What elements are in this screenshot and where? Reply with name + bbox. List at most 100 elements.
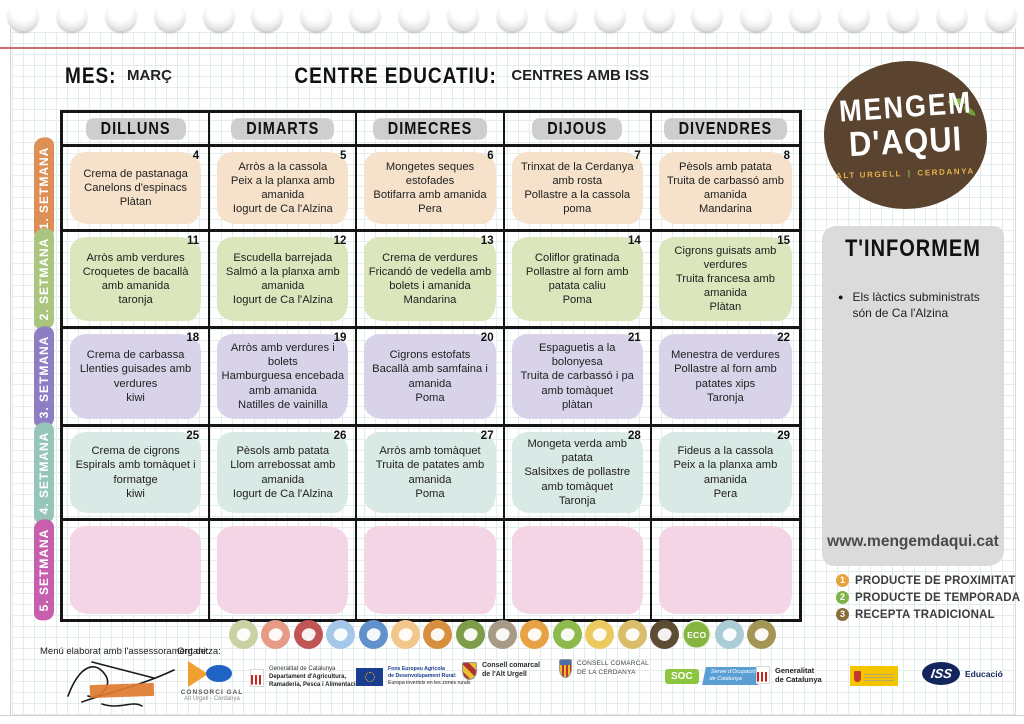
menu-item: Taronja (707, 391, 744, 404)
cerdanya-shield-icon (559, 659, 572, 678)
menu-item: Truita de carbassó amb amanida (666, 174, 784, 201)
icon-glyph (526, 625, 544, 644)
menu-cell: 22 Menestra de verdures Pollastre al forn … (652, 329, 799, 424)
week-label: 5. SETMANA (34, 519, 54, 621)
consell-cerdanya-logo: CONSELL COMARCAL DE LA CERDANYA (559, 659, 649, 678)
binding-ring (448, 1, 479, 31)
menu-item: Arròs amb verdures (86, 251, 185, 264)
day-header-cell: DIMARTS (210, 113, 358, 144)
binding-ring (839, 1, 870, 31)
menu-item: plàtan (561, 398, 593, 411)
info-bullet-text: Els làctics subministrats són de Ca l'Al… (852, 290, 980, 321)
binding-ring (692, 1, 723, 31)
menu-cell: 27 Arròs amb tomàquet Truita de patates am… (357, 427, 505, 518)
page-edge-left (10, 28, 11, 716)
menu-cell: 6 Mongetes seques estofades Botifarra amb … (357, 147, 505, 229)
menu-item: Plàtan (119, 196, 152, 209)
legend: 1 PRODUCTE DE PROXIMITAT 2 PRODUCTE DE TEMP… (836, 574, 1020, 625)
menu-item: Crema de carbassa (86, 349, 185, 362)
fish-icon (326, 620, 356, 649)
binding-ring (203, 1, 234, 31)
icon-glyph (299, 625, 317, 644)
generalitat-logo: Generalitat de Catalunya (756, 666, 822, 684)
legend-label: PRODUCTE DE TEMPORADA (855, 591, 1021, 604)
icon-glyph (493, 625, 512, 644)
menu-cell-background (217, 237, 349, 321)
menu-item: Plàtan (709, 301, 742, 314)
consorci-name: CONSORCI GAL (180, 689, 244, 696)
menu-cell-background (364, 152, 496, 224)
menu-item: Pera (418, 203, 442, 216)
day-number: 14 (628, 235, 641, 247)
alt-urgell-line2: de l'Alt Urgell (482, 671, 527, 678)
day-number: 26 (333, 430, 347, 442)
day-header-label: DIMARTS (231, 117, 335, 140)
menu-item: Iogurt de Ca l'Alzina (232, 203, 333, 216)
menu-items: Escudella barrejada Salmó a la planxa amb… (210, 232, 355, 326)
menu-item: Pollastre al forn amb patates xips (674, 363, 777, 390)
day-header-label: DIMECRES (372, 117, 488, 140)
menu-cell-background (70, 237, 202, 321)
day-number: 20 (480, 332, 494, 344)
icon-glyph (331, 625, 350, 644)
notebook-margin-line (0, 47, 1024, 49)
spain-crest-icon (854, 670, 861, 682)
menu-items: Arròs amb verdures i bolets Hamburguesa e… (210, 329, 355, 424)
menu-cell (357, 521, 505, 619)
menu-item: Crema de verdures (382, 251, 478, 264)
calendar-body: 1. SETMANA 4 Crema de pastanaga Canelons d'… (34, 137, 799, 621)
menu-items: Fideus a la cassola Peix a la planxa amb … (652, 427, 799, 518)
consorci-subname: Alt Urgell - Cerdanya (184, 696, 240, 702)
icon-glyph (590, 625, 609, 644)
legend-item: 3 RECEPTA TRADICIONAL (836, 608, 1020, 621)
menu-cell: 19 Arròs amb verdures i bolets Hamburguesa… (210, 329, 358, 424)
legend-number-badge: 1 (836, 574, 849, 587)
menu-cell: 7 Trinxat de la Cerdanya amb rosta Pollast… (505, 147, 652, 229)
menu-items: Arròs a la cassola Peix a la planxa amb a… (210, 147, 355, 229)
day-number: 18 (186, 332, 200, 344)
menu-item: poma (563, 203, 592, 216)
icon-glyph (364, 625, 382, 644)
menu-items: Arròs amb verdures Croquetes de bacallà a… (63, 232, 208, 326)
week-label: 1. SETMANA (34, 137, 54, 239)
binding-ring (741, 1, 772, 31)
menu-item: Truita de patates amb amanida (375, 459, 485, 486)
generalitat-senyera-icon (250, 668, 264, 687)
circle-icon (206, 665, 232, 682)
menu-item: Truita francesa amb amanida (675, 272, 775, 300)
binding-ring (350, 1, 381, 31)
day-number: 8 (783, 150, 790, 162)
soc-text: Servei d'Ocupació de Catalunya (701, 667, 763, 686)
day-header-cell: DIMECRES (357, 113, 505, 144)
menu-items: Crema de carbassa Llenties guisades amb v… (63, 329, 208, 424)
menu-items (210, 521, 355, 619)
eco-icon: ECO (682, 620, 712, 649)
menu-cell-background (511, 334, 643, 419)
icon-glyph (655, 625, 674, 644)
page-edge-right (1015, 28, 1016, 716)
menu-item: Poma (562, 294, 592, 307)
menu-cell-background (364, 432, 496, 513)
info-bullet: Els làctics subministrats són de Ca l'Al… (838, 289, 992, 321)
advisor-logo-box (89, 682, 155, 699)
menu-item: Espaguetis a la bolonyesa (538, 342, 616, 369)
binding-ring (594, 1, 625, 31)
alt-urgell-line1: Consell comarcal (482, 662, 540, 670)
binding-ring (790, 1, 821, 31)
spain-government-logo (850, 666, 898, 686)
menu-items: Mongetes seques estofades Botifarra amb a… (357, 147, 502, 229)
binding-ring (8, 1, 38, 31)
oil-icon (747, 620, 776, 649)
menu-cell (63, 521, 211, 619)
day-number: 11 (187, 235, 200, 247)
menu-items: Coliflor gratinada Pollastre al forn amb … (505, 232, 650, 326)
menu-cell-background (70, 526, 202, 614)
legumes-icon (488, 620, 517, 649)
menu-item: Mongetes seques estofades (385, 160, 475, 187)
menu-cell: 5 Arròs a la cassola Peix a la planxa amb … (210, 147, 358, 229)
menu-cell: 4 Crema de pastanaga Canelons d'espinacs Pl… (63, 147, 211, 229)
soc-line2: de Catalunya (708, 676, 743, 683)
corn-icon (423, 620, 453, 649)
legend-number-badge: 2 (836, 591, 849, 604)
